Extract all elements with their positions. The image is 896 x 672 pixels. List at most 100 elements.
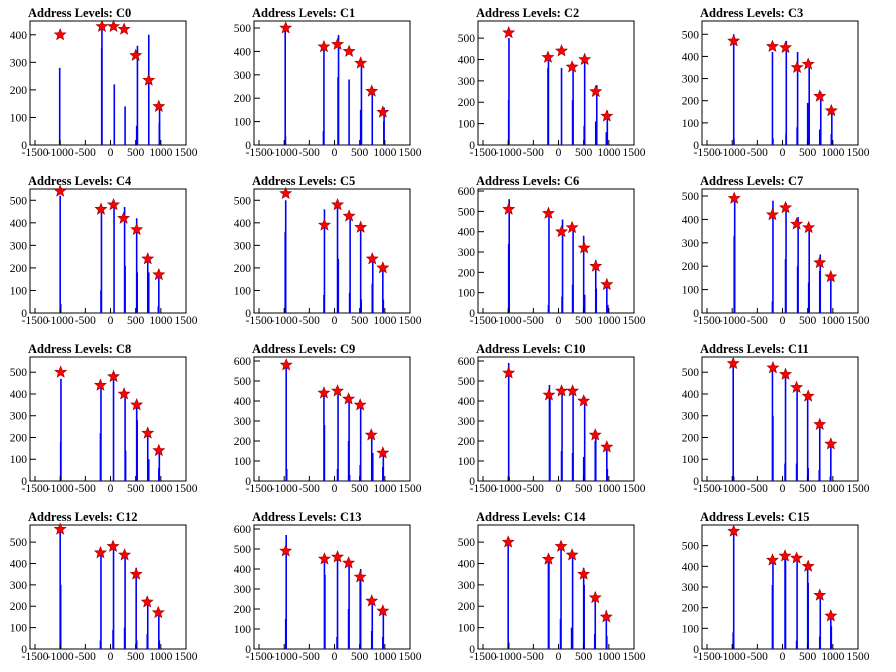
y-tick-label: 300 [682, 74, 700, 86]
peak-marker [779, 40, 793, 54]
chart-svg: Address Levels: C80100200300400500-1500-… [10, 342, 198, 495]
y-tick-label: 100 [10, 454, 28, 466]
y-tick-label: 500 [234, 23, 252, 35]
x-tick-label: 500 [351, 147, 369, 159]
y-tick-label: 100 [234, 117, 252, 129]
y-tick-label: 0 [21, 644, 27, 656]
chart-svg: Address Levels: C9 0 100 200 300 400 500 600 -15… [234, 342, 422, 495]
x-tick-label: -500 [747, 651, 768, 663]
y-tick-label: 0 [693, 476, 699, 488]
y-tick-label: 500 [458, 376, 476, 388]
peak-marker [824, 269, 838, 283]
y-tick-label: 100 [234, 456, 252, 468]
peak-marker [279, 21, 293, 34]
x-tick-label: 500 [575, 147, 593, 159]
chart-panel-3: Address Levels: C3 0 100 200 300 400 500 -1500-… [672, 0, 896, 168]
x-tick-label: -1500 [470, 147, 497, 159]
y-tick-label: 0 [693, 140, 699, 152]
plot-frame [701, 20, 859, 146]
peak-marker [279, 544, 293, 557]
y-tick-label: 100 [234, 285, 252, 297]
x-tick-label: -1000 [719, 651, 746, 663]
peak-marker [790, 380, 804, 393]
peak-marker [93, 545, 107, 559]
peak-marker [600, 109, 614, 122]
x-tick-label: 1500 [623, 483, 646, 495]
chart-panel-13: Address Levels: C13 0 100 200 300 400 500 600 -1… [224, 504, 448, 672]
y-tick-label: 100 [682, 285, 700, 297]
peak-marker [502, 202, 516, 215]
peak-marker [824, 103, 838, 117]
x-tick-label: -1500 [470, 651, 497, 663]
x-tick-label: -500 [299, 315, 320, 327]
y-tick-label: 100 [458, 623, 476, 635]
y-tick-label: 100 [10, 112, 28, 124]
plot-frame [253, 20, 411, 146]
peak-marker [365, 252, 379, 265]
y-tick-label: 400 [234, 564, 252, 576]
x-tick-label: -1000 [271, 483, 298, 495]
x-tick-label: -1500 [22, 147, 49, 159]
peak-marker [502, 25, 516, 39]
plot-frame [701, 356, 859, 482]
y-tick-label: 400 [10, 558, 28, 570]
chart-svg: Address Levels: C10 0 100 200 300 400 500 600 -1… [458, 342, 646, 495]
chart-svg: Address Levels: C13 0 100 200 300 400 500 600 -1… [234, 510, 422, 663]
y-tick-label: 200 [458, 436, 476, 448]
peak-marker [778, 549, 792, 562]
chart-svg: Address Levels: C30100200300400500-1500-… [682, 6, 870, 159]
peak-marker [54, 365, 68, 378]
x-tick-label: 500 [127, 315, 145, 327]
peak-marker [141, 426, 155, 439]
x-tick-label: -500 [75, 315, 96, 327]
x-tick-label: -1500 [246, 651, 273, 663]
x-tick-label: -1500 [470, 483, 497, 495]
peak-marker [107, 19, 121, 33]
y-tick-label: 200 [458, 601, 476, 613]
peak-marker [779, 367, 793, 380]
y-tick-label: 0 [21, 476, 27, 488]
y-tick-label: 200 [234, 436, 252, 448]
peak-marker [141, 252, 155, 265]
x-tick-label: -500 [747, 147, 768, 159]
chart-svg: Address Levels: C11 0 100 200 300 400 500 -1500… [682, 342, 870, 495]
peak-marker [342, 209, 356, 222]
chart-title: Address Levels: C0 [28, 6, 131, 20]
peak-marker [541, 206, 555, 219]
x-tick-label: -1000 [271, 315, 298, 327]
y-tick-label: 500 [458, 206, 476, 218]
plot-frame [253, 524, 411, 650]
chart-title: Address Levels: C7 [700, 174, 803, 188]
plot-frame [253, 188, 411, 314]
peak-marker [152, 443, 166, 457]
peak-marker [802, 220, 816, 234]
y-tick-label: 300 [458, 416, 476, 428]
peak-marker [555, 44, 569, 57]
peak-marker [541, 50, 555, 63]
x-tick-label: 1000 [821, 315, 844, 327]
peak-marker [541, 552, 555, 565]
peak-marker [354, 220, 368, 233]
chart-svg: Address Levels: C50100200300400500-1500-… [234, 174, 422, 327]
plot-frame [701, 524, 859, 650]
y-tick-label: 500 [10, 537, 28, 549]
x-tick-label: -500 [299, 147, 320, 159]
peak-marker [317, 39, 331, 53]
y-tick-label: 300 [234, 70, 252, 82]
chart-title: Address Levels: C11 [700, 342, 809, 356]
x-tick-label: 1500 [399, 147, 422, 159]
y-tick-label: 100 [682, 118, 700, 130]
x-tick-label: -500 [523, 483, 544, 495]
peak-marker [317, 218, 331, 231]
x-tick-label: -500 [523, 147, 544, 159]
x-tick-label: -1000 [719, 315, 746, 327]
x-tick-label: 1000 [149, 651, 172, 663]
peak-marker [129, 48, 143, 61]
peak-marker [727, 34, 741, 47]
peak-marker [813, 255, 827, 269]
peak-marker [130, 222, 144, 236]
peak-marker [726, 356, 740, 370]
x-tick-label: 1500 [847, 483, 870, 495]
chart-title: Address Levels: C5 [252, 174, 355, 188]
y-tick-label: 400 [10, 389, 28, 401]
